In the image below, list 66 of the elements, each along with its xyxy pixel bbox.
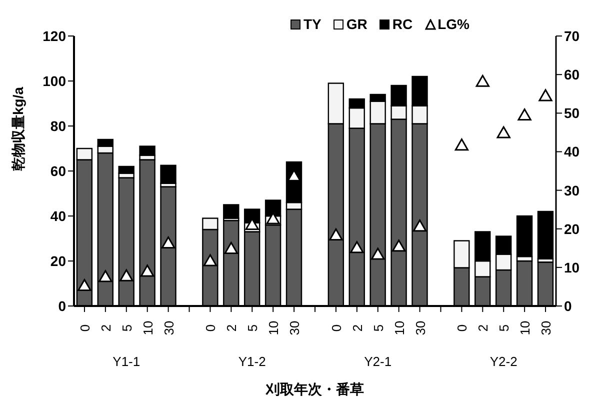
legend-label: LG% (438, 16, 470, 32)
y-tick-label: 60 (50, 162, 66, 179)
x-tick-label: 10 (518, 320, 533, 336)
point (496, 126, 510, 138)
text: Y1-1 (112, 354, 140, 369)
point (371, 248, 385, 260)
point (203, 254, 218, 266)
x-tick-label: 5 (245, 324, 260, 332)
bar (537, 210, 554, 260)
point (476, 74, 490, 87)
x-tick-label: 5 (496, 324, 512, 332)
bar (223, 204, 240, 219)
legend-label: RC (392, 16, 413, 32)
y-tick-label: 100 (42, 72, 66, 89)
y2-tick-label: 70 (564, 28, 580, 44)
y2-tick-label: 60 (564, 66, 580, 83)
x-tick-label: 5 (119, 324, 134, 332)
point (518, 108, 532, 120)
x-tick-label: 0 (203, 324, 218, 332)
y-tick-label: 120 (42, 28, 66, 44)
y2-tick-label: 10 (564, 259, 580, 276)
y-tick-label: 20 (50, 252, 66, 269)
x-tick-label: 10 (140, 320, 156, 336)
point (538, 89, 552, 102)
point (140, 264, 154, 277)
y2-tick-label: 20 (564, 220, 580, 237)
bar (160, 164, 176, 184)
x-tick-label: 5 (370, 324, 386, 332)
text: Y1-2 (238, 354, 266, 369)
point (78, 278, 92, 291)
x-axis-title: 刈取年次・番草 (265, 381, 364, 397)
point (412, 220, 427, 232)
legend-label: TY (303, 16, 322, 32)
x-tick-label: 0 (328, 324, 344, 332)
y-tick-label: 40 (50, 208, 66, 224)
x-tick-label: 2 (224, 324, 240, 332)
point (98, 270, 112, 282)
text: Y2-2 (490, 354, 518, 369)
y-tick-label: 0 (58, 298, 66, 314)
y-tick-label: 80 (50, 118, 66, 134)
point (224, 242, 238, 254)
x-tick-label: 10 (266, 320, 282, 336)
x-tick-label: 30 (161, 320, 176, 336)
x-tick-label: 30 (287, 320, 302, 336)
x-tick-label: 30 (412, 320, 428, 336)
point (392, 240, 406, 252)
point (350, 241, 364, 254)
x-tick-label: 0 (454, 324, 470, 332)
point (120, 269, 134, 282)
bar (516, 215, 533, 258)
x-tick-label: 2 (476, 324, 491, 332)
point (454, 138, 469, 151)
x-tick-label: 30 (538, 320, 554, 336)
x-tick-label: 0 (77, 324, 92, 332)
text: Y2-1 (364, 354, 392, 369)
point (329, 228, 343, 240)
x-tick-label: 2 (350, 324, 365, 332)
y2-tick-label: 40 (564, 144, 580, 160)
point (161, 236, 176, 249)
y2-tick-label: 50 (564, 105, 580, 122)
y-axis-title: 乾物収量kg/a (10, 86, 26, 171)
x-tick-label: 10 (392, 320, 407, 336)
y2-tick-label: 0 (564, 298, 572, 314)
y2-tick-label: 30 (564, 182, 580, 198)
legend-label: GR (346, 16, 368, 32)
x-tick-label: 2 (98, 324, 114, 332)
